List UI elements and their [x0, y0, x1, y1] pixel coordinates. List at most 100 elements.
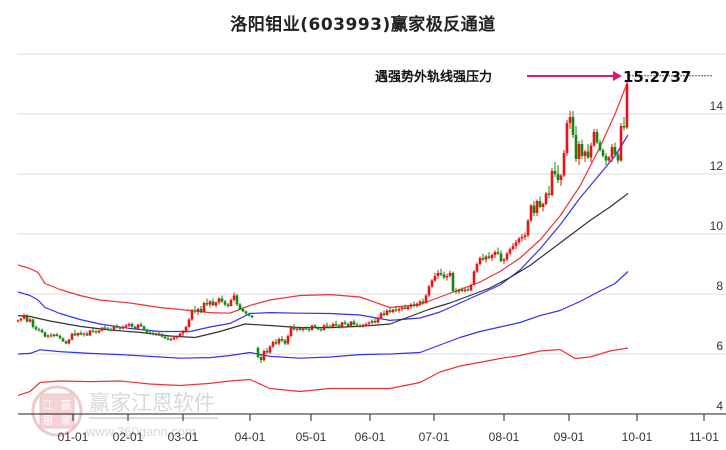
candle: [88, 330, 92, 336]
candle: [349, 321, 353, 327]
candle: [346, 324, 350, 327]
candle: [589, 145, 593, 158]
candle: [109, 329, 113, 331]
candle: [580, 144, 584, 156]
candle: [19, 318, 23, 321]
candle: [58, 336, 62, 339]
candle: [280, 339, 284, 341]
candle: [454, 291, 458, 292]
arrow-right-icon: [613, 71, 622, 81]
candle: [181, 331, 185, 334]
candle: [28, 319, 32, 322]
candle: [421, 301, 425, 303]
candle: [532, 205, 536, 213]
candle: [316, 327, 320, 330]
candle: [613, 147, 617, 155]
candle: [76, 333, 80, 336]
candle: [517, 238, 521, 243]
candle: [529, 205, 533, 221]
candle: [256, 348, 260, 357]
candle: [223, 301, 227, 305]
outer-lower-band-line: [17, 347, 629, 396]
candle: [538, 201, 542, 207]
candle: [388, 310, 392, 312]
candle: [160, 335, 164, 337]
y-axis: 4 6 8 10 12 14: [710, 99, 724, 413]
candle: [352, 321, 356, 325]
candle: [250, 315, 254, 318]
candle: [340, 322, 344, 328]
candle: [157, 333, 161, 336]
candle: [607, 157, 611, 161]
svg-text:家: 家: [61, 413, 72, 427]
candle: [187, 319, 191, 327]
candle: [526, 220, 530, 236]
annotation: 遇强势外轨线强压力 15.2737: [375, 68, 691, 86]
candle: [73, 333, 77, 336]
candle: [370, 321, 374, 323]
candle: [151, 333, 155, 335]
candle: [358, 325, 362, 327]
candle: [190, 310, 194, 320]
candle: [562, 153, 566, 176]
candle: [37, 329, 41, 331]
candle: [307, 329, 311, 331]
candle: [178, 333, 182, 337]
candle: [379, 313, 383, 318]
candle: [334, 324, 338, 326]
candle: [403, 307, 407, 309]
candle: [409, 304, 413, 307]
candle: [556, 174, 560, 180]
y-tick-label: 4: [716, 399, 723, 413]
x-tick-label: 04-01: [235, 430, 266, 444]
candle: [304, 328, 308, 330]
candle: [424, 295, 428, 303]
candle: [298, 328, 302, 330]
candle: [460, 289, 464, 291]
candle: [199, 309, 203, 312]
svg-text:江: 江: [43, 399, 54, 412]
candle: [433, 276, 437, 281]
candle: [283, 340, 287, 344]
candle: [235, 295, 239, 305]
candle: [547, 193, 551, 195]
candle: [145, 330, 149, 333]
candle: [301, 328, 305, 330]
candle: [442, 274, 446, 278]
candle: [202, 303, 206, 312]
candle: [565, 123, 569, 153]
candle: [508, 249, 512, 254]
candle: [475, 264, 479, 272]
candle: [52, 334, 56, 336]
candle: [313, 325, 317, 328]
candle: [574, 135, 578, 159]
candle: [268, 346, 272, 353]
candle: [22, 315, 26, 319]
x-tick-label: 01-01: [58, 430, 89, 444]
y-tick-label: 10: [710, 219, 724, 233]
candle: [70, 333, 74, 340]
candle: [139, 324, 143, 327]
candle: [571, 117, 575, 135]
candle: [439, 273, 443, 275]
candle: [163, 336, 167, 339]
candle: [295, 328, 299, 330]
candle: [484, 256, 488, 260]
candle: [319, 329, 323, 331]
candle: [211, 301, 215, 306]
watermark-brand: 赢家江恩软件: [89, 391, 215, 415]
candle: [217, 298, 221, 303]
candle: [31, 319, 35, 327]
candle: [550, 171, 554, 195]
candle: [112, 326, 116, 330]
candle: [220, 298, 224, 302]
candle: [241, 309, 245, 312]
candle: [55, 334, 59, 336]
candle: [418, 301, 422, 304]
candle: [172, 337, 176, 339]
candle: [469, 285, 473, 291]
candle: [148, 332, 152, 334]
candle: [175, 336, 179, 338]
x-tick-label: 02-01: [113, 430, 144, 444]
candle: [94, 331, 98, 333]
